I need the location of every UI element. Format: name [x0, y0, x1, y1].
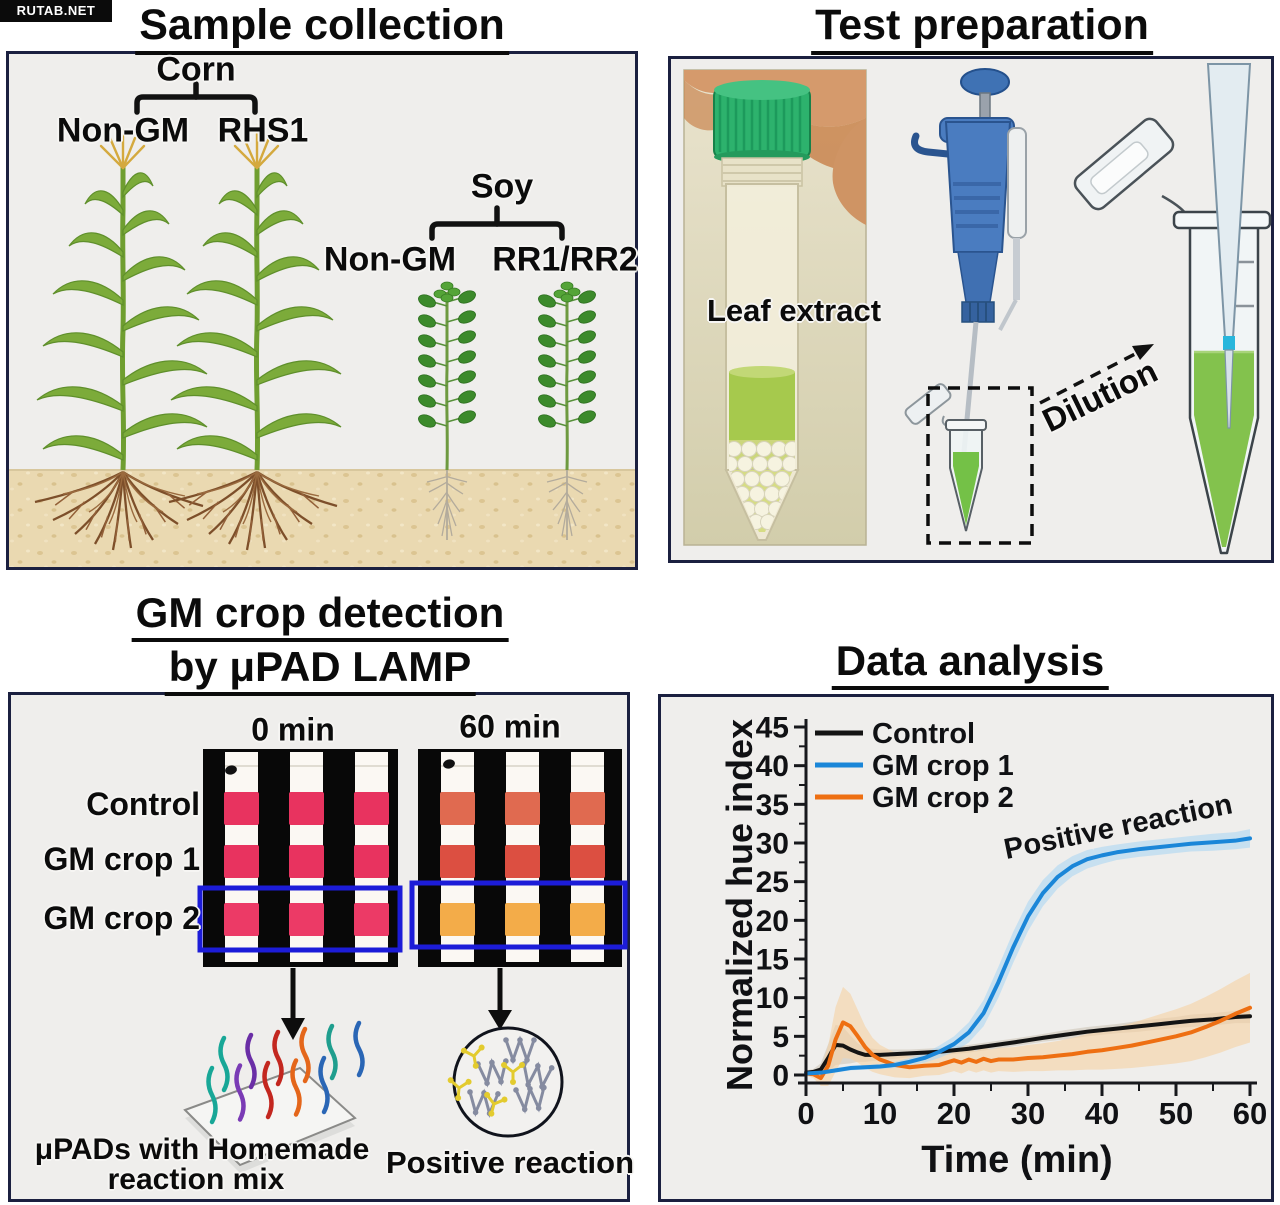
upad-caption-line2: reaction mix: [107, 1163, 285, 1196]
title-data-analysis: Data analysis: [831, 639, 1109, 690]
soy-rr-label: RR1/RR2: [492, 240, 638, 279]
leaf-extract-label: Leaf extract: [706, 293, 882, 328]
soy-nongm-label: Non-GM: [323, 240, 457, 279]
corn-nongm-label: Non-GM: [56, 111, 190, 150]
title-sample-collection: Sample collection: [135, 3, 509, 55]
title-test-preparation: Test preparation: [811, 3, 1153, 55]
title-detection-line2: by μPAD LAMP: [164, 645, 476, 696]
upad-caption-line1: μPADs with Homemade: [34, 1133, 370, 1166]
timepoint-0-label: 0 min: [251, 711, 335, 748]
row-label-gmcrop1: GM crop 1: [43, 841, 200, 877]
title-detection-line1: GM crop detection: [131, 591, 509, 642]
panel-data-analysis: [658, 694, 1274, 1202]
corn-group-label: Corn: [156, 50, 236, 89]
panel-detection: [8, 692, 630, 1202]
positive-reaction-caption: Positive reaction: [385, 1145, 635, 1180]
row-label-control: Control: [86, 786, 200, 822]
corn-rhs1-label: RHS1: [217, 111, 309, 150]
watermark: RUTAB.NET: [0, 0, 112, 22]
row-label-gmcrop2: GM crop 2: [43, 900, 200, 936]
timepoint-60-label: 60 min: [459, 708, 561, 745]
soy-group-label: Soy: [470, 167, 534, 206]
